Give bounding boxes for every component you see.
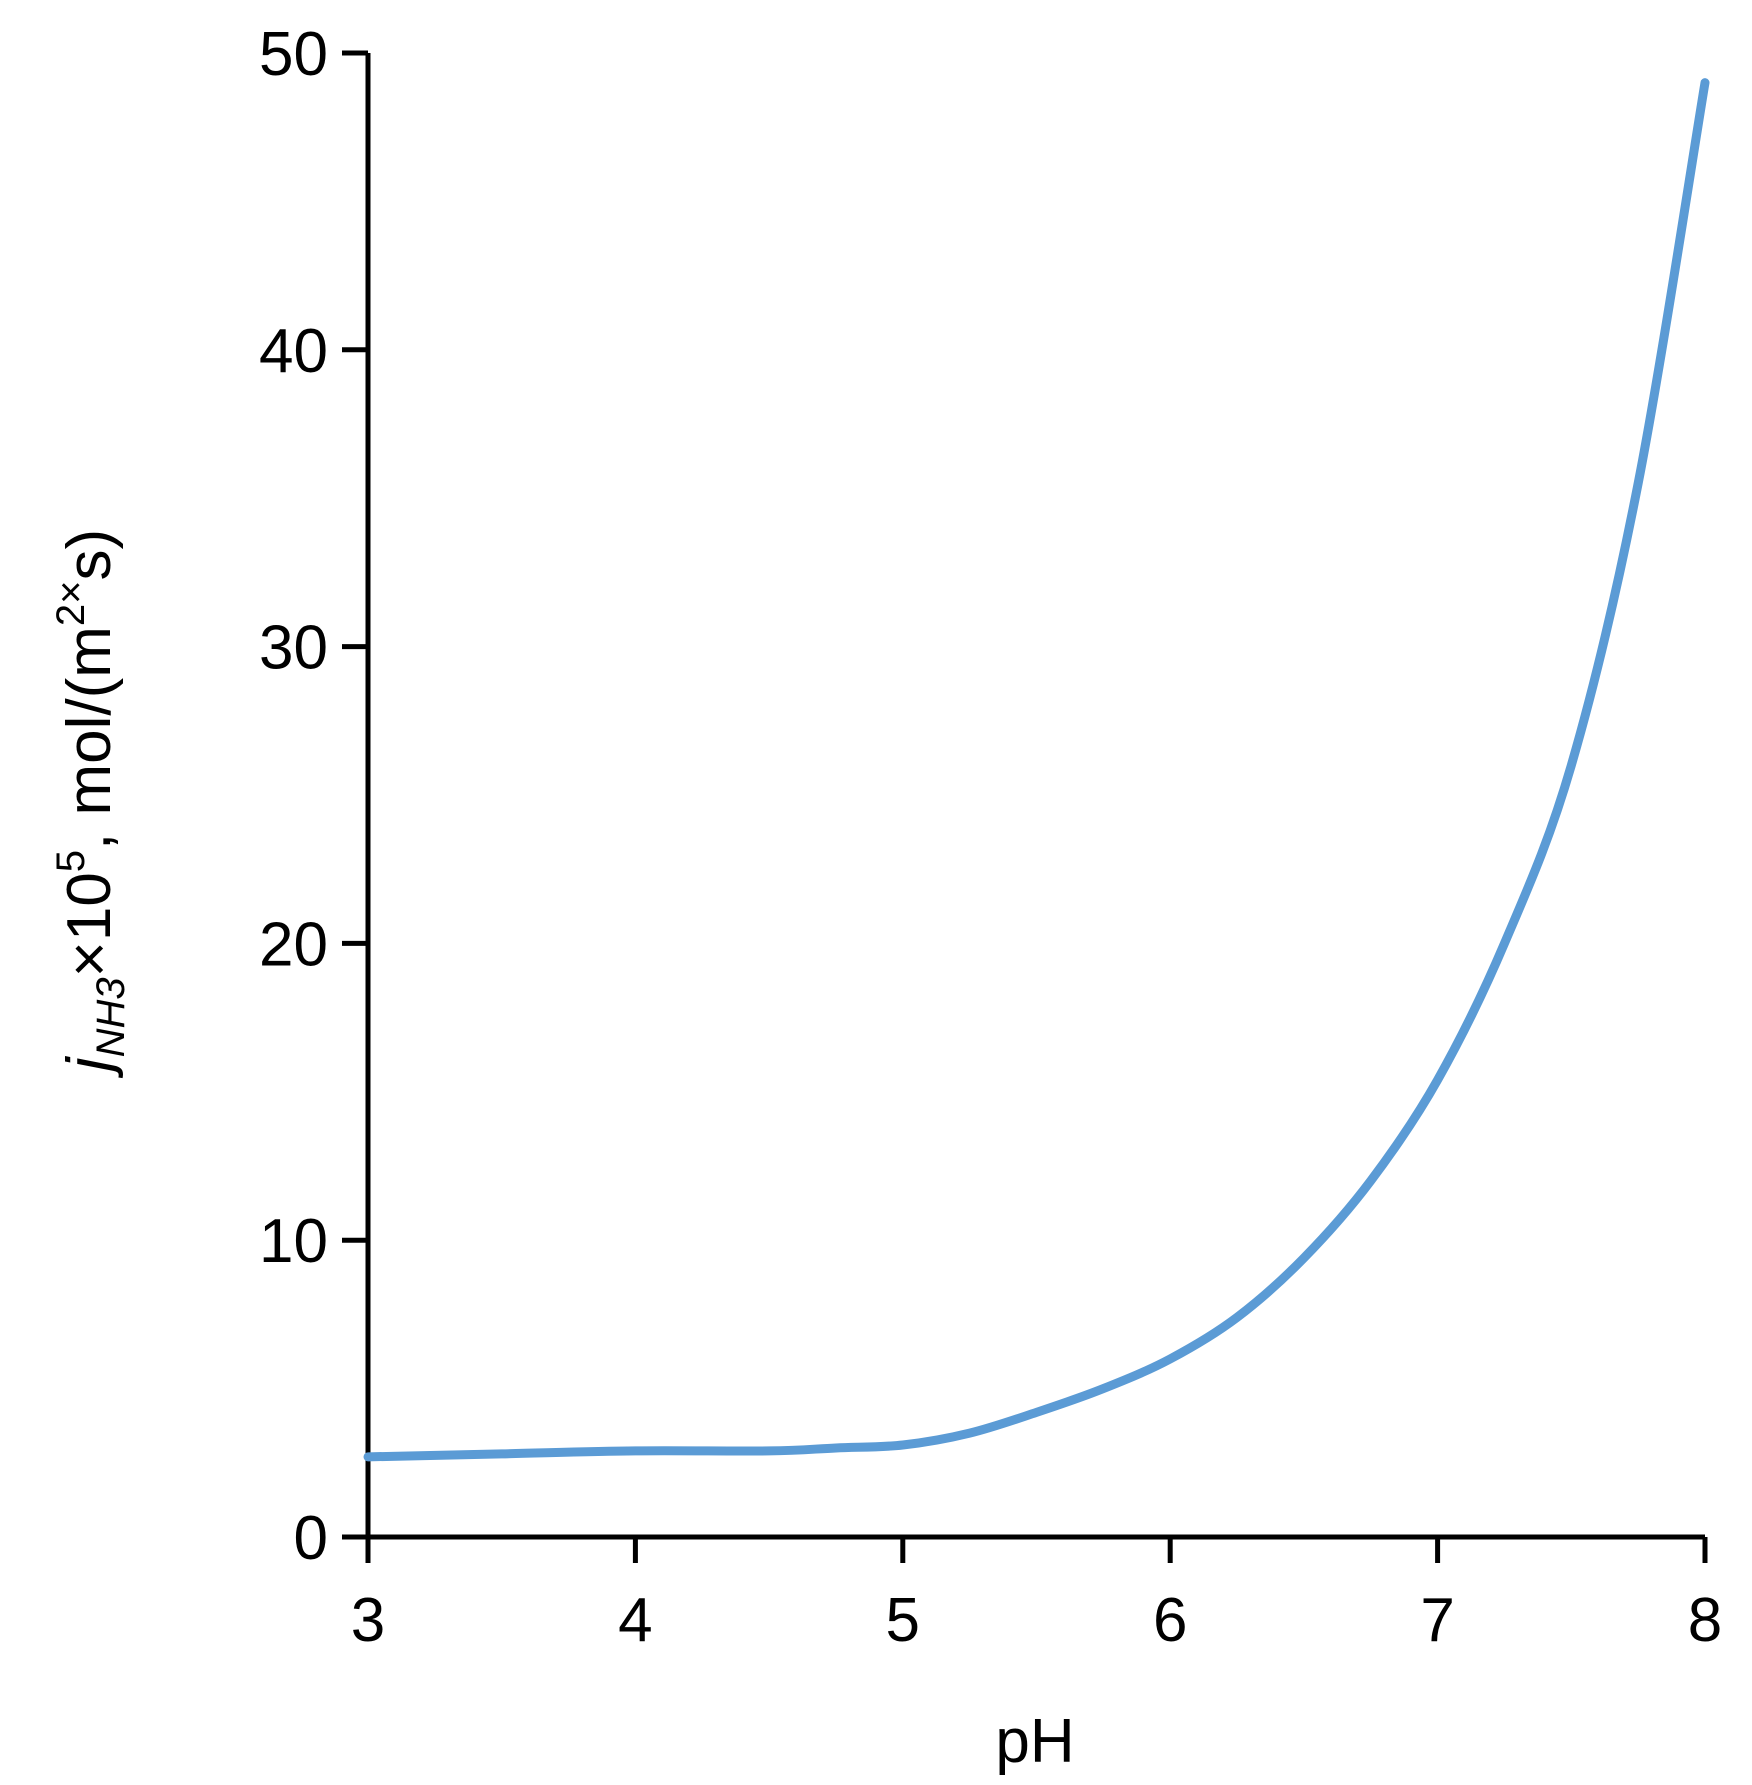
- y-ticks: 0 10 20 30 40 50: [259, 20, 368, 1573]
- y-tick-label: 10: [259, 1207, 328, 1276]
- y-tick-label: 20: [259, 910, 328, 979]
- y-title-times: ×10: [55, 872, 124, 977]
- x-tick-label: 5: [886, 1586, 920, 1655]
- y-title-subscript: NH3: [89, 977, 133, 1057]
- x-tick-label: 7: [1420, 1586, 1454, 1655]
- y-title-unit-exp: 2×: [49, 580, 93, 626]
- x-ticks: 3 4 5 6 7 8: [351, 1537, 1722, 1655]
- y-tick-label: 40: [259, 317, 328, 386]
- x-tick-label: 6: [1153, 1586, 1187, 1655]
- y-title-exp: 5: [49, 850, 93, 872]
- y-tick-label: 0: [294, 1504, 328, 1573]
- x-axis-title: pH: [995, 1707, 1074, 1776]
- y-title-unit-suffix: s): [55, 529, 124, 581]
- x-tick-label: 4: [618, 1586, 652, 1655]
- x-tick-label: 3: [351, 1586, 385, 1655]
- x-tick-label: 8: [1688, 1586, 1722, 1655]
- y-title-unit-prefix: , mol/(m: [55, 626, 124, 850]
- y-title-main: j: [55, 1055, 124, 1078]
- y-tick-label: 30: [259, 614, 328, 683]
- axes: [365, 53, 1705, 1540]
- y-tick-label: 50: [259, 20, 328, 89]
- y-axis-title: jNH3×105, mol/(m2×s): [49, 529, 133, 1078]
- series-line-0: [363, 78, 1710, 1462]
- series-layer: [363, 78, 1710, 1462]
